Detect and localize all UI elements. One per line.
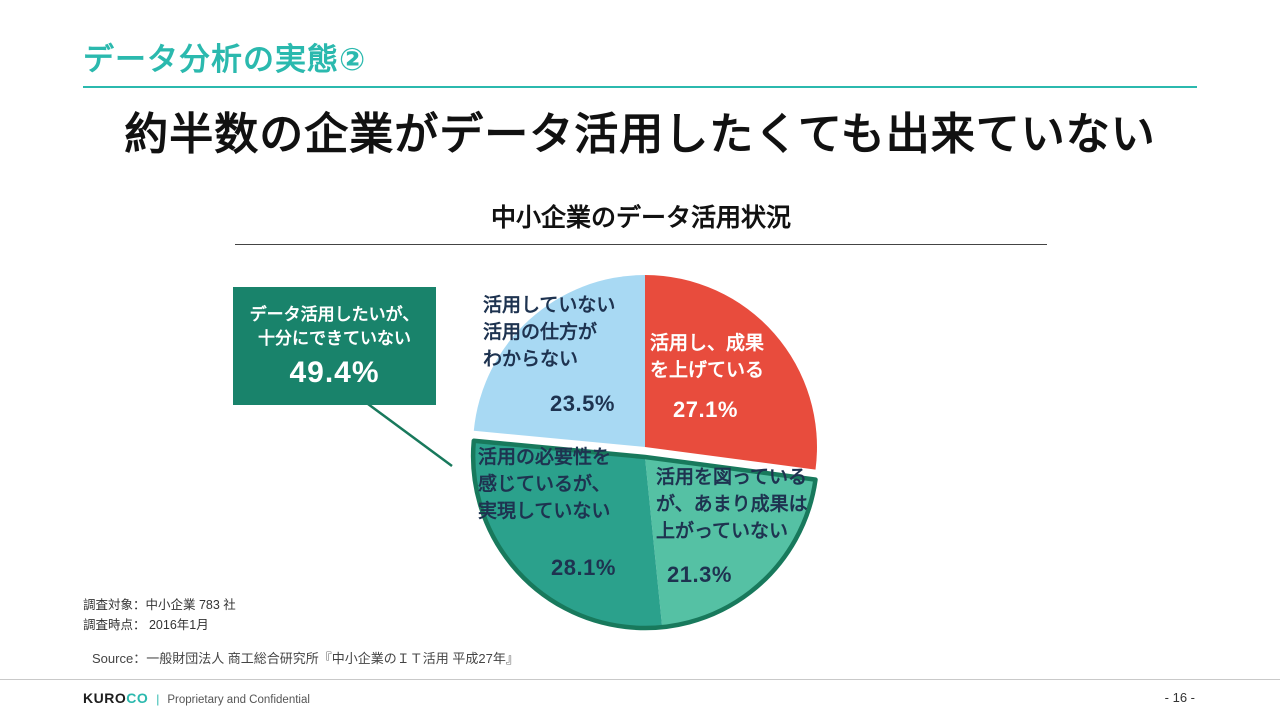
footer: KURO CO | Proprietary and Confidential bbox=[83, 690, 310, 706]
value-not-using: 23.5% bbox=[550, 391, 615, 416]
slide-heading: 約半数の企業がデータ活用したくても出来ていない bbox=[124, 110, 1156, 159]
label-trying-no-results: 活用を図っている が、あまり成果は 上がっていない bbox=[656, 467, 808, 542]
value-trying-no-results: 21.3% bbox=[667, 562, 732, 587]
slide-kicker: データ分析の実態② bbox=[83, 42, 367, 77]
chart-title: 中小企業のデータ活用状況 bbox=[490, 204, 791, 232]
pie-slice-0 bbox=[645, 275, 817, 470]
brand-logo: KURO CO bbox=[83, 690, 149, 706]
pie-slice-1 bbox=[645, 457, 816, 629]
pie-slice-3 bbox=[473, 275, 645, 447]
confidential-label: Proprietary and Confidential bbox=[167, 694, 310, 706]
kicker-underline bbox=[83, 86, 1197, 88]
callout-line1: データ活用したいが、 bbox=[249, 304, 420, 324]
chart-title-block: 中小企業のデータ活用状況 bbox=[235, 198, 1047, 245]
survey-target-note: 調査対象：中小企業 783 社 bbox=[83, 598, 236, 612]
pie-slice-2 bbox=[473, 440, 663, 629]
value-need-not-realized: 28.1% bbox=[551, 555, 616, 580]
footer-separator: | bbox=[156, 692, 160, 706]
label-achieving: 活用し、成果 を上げている bbox=[650, 333, 765, 381]
label-need-not-realized: 活用の必要性を 感じているが、 実現していない bbox=[478, 447, 612, 522]
callout-value: 49.4% bbox=[289, 355, 380, 389]
callout-leader-line bbox=[367, 402, 453, 468]
pie-chart bbox=[367, 275, 818, 631]
pie-slices-group bbox=[473, 275, 817, 629]
label-not-using: 活用していない 活用の仕方が わからない bbox=[483, 295, 616, 370]
callout-box: データ活用したいが、 十分にできていない 49.4% bbox=[233, 287, 436, 405]
value-achieving: 27.1% bbox=[673, 397, 738, 422]
callout-line2: 十分にできていない bbox=[258, 328, 411, 348]
page-number: - 16 - bbox=[1164, 690, 1195, 705]
source-note: Source：一般財団法人 商工総合研究所『中小企業のＩＴ活用 平成27年』 bbox=[92, 651, 519, 666]
highlight-outline bbox=[470, 438, 818, 631]
survey-date-note: 調査時点： 2016年1月 bbox=[83, 618, 209, 632]
footer-divider bbox=[0, 679, 1280, 680]
